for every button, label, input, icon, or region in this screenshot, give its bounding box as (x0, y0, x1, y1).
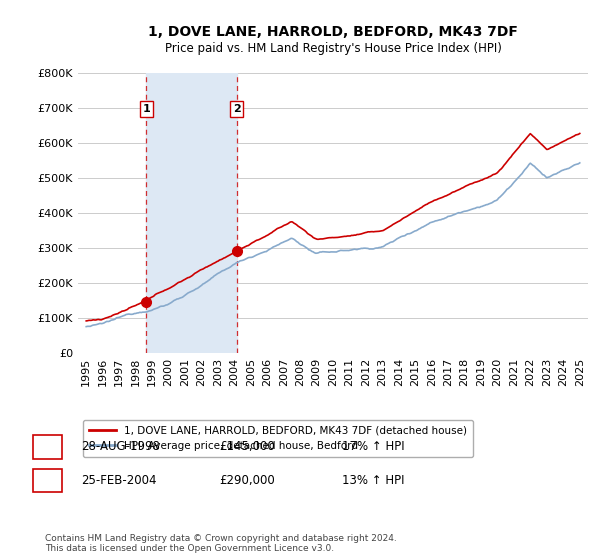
Text: 1: 1 (44, 440, 51, 454)
Text: 28-AUG-1998: 28-AUG-1998 (81, 440, 160, 454)
Text: 2: 2 (233, 104, 241, 114)
Text: 2: 2 (44, 474, 51, 487)
Text: 1: 1 (142, 104, 150, 114)
Text: £290,000: £290,000 (219, 474, 275, 487)
Text: 17% ↑ HPI: 17% ↑ HPI (342, 440, 404, 454)
Text: 1, DOVE LANE, HARROLD, BEDFORD, MK43 7DF: 1, DOVE LANE, HARROLD, BEDFORD, MK43 7DF (148, 25, 518, 39)
Text: 25-FEB-2004: 25-FEB-2004 (81, 474, 157, 487)
Text: Contains HM Land Registry data © Crown copyright and database right 2024.
This d: Contains HM Land Registry data © Crown c… (45, 534, 397, 553)
Legend: 1, DOVE LANE, HARROLD, BEDFORD, MK43 7DF (detached house), HPI: Average price, d: 1, DOVE LANE, HARROLD, BEDFORD, MK43 7DF… (83, 419, 473, 458)
Text: 13% ↑ HPI: 13% ↑ HPI (342, 474, 404, 487)
Text: Price paid vs. HM Land Registry's House Price Index (HPI): Price paid vs. HM Land Registry's House … (164, 42, 502, 55)
Bar (146, 73, 237, 353)
Text: £145,000: £145,000 (219, 440, 275, 454)
